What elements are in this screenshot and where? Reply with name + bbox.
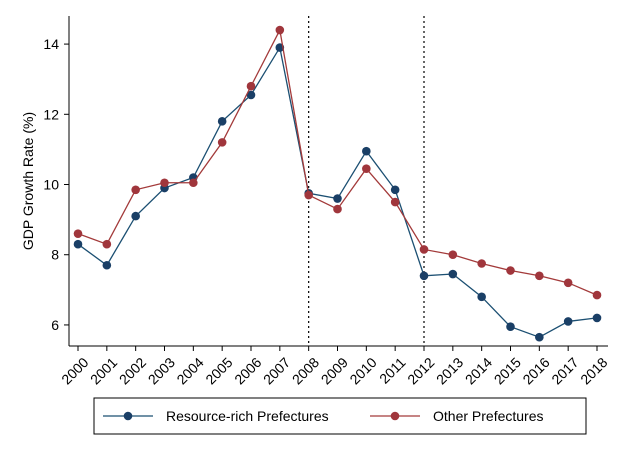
x-tick-label: 2007 bbox=[260, 354, 293, 387]
data-point bbox=[73, 239, 83, 249]
x-tick-label: 2000 bbox=[58, 354, 91, 387]
y-axis-label: GDP Growth Rate (%) bbox=[20, 112, 36, 250]
data-point bbox=[304, 190, 313, 200]
data-point bbox=[448, 250, 458, 260]
series-2 bbox=[73, 25, 602, 300]
x-tick-label: 2013 bbox=[433, 354, 466, 387]
x-tick-label: 2001 bbox=[87, 354, 120, 387]
reference-lines bbox=[308, 16, 425, 346]
data-point bbox=[506, 322, 515, 331]
data-point bbox=[131, 185, 140, 195]
data-point bbox=[592, 313, 602, 323]
y-tick-label: 6 bbox=[51, 317, 59, 333]
data-point bbox=[333, 204, 342, 214]
data-point bbox=[535, 271, 544, 281]
data-point bbox=[246, 90, 256, 100]
x-tick-label: 2016 bbox=[519, 354, 552, 387]
data-point bbox=[477, 259, 486, 268]
data-point bbox=[160, 178, 169, 188]
data-point bbox=[102, 260, 112, 270]
series-1 bbox=[73, 43, 602, 342]
data-point bbox=[563, 317, 573, 326]
x-tick-label: 2005 bbox=[202, 354, 235, 387]
data-point bbox=[390, 197, 400, 207]
data-point bbox=[189, 178, 198, 188]
data-point bbox=[419, 245, 429, 254]
x-tick-label: 2015 bbox=[491, 354, 524, 387]
y-tick-label: 14 bbox=[43, 36, 59, 52]
legend-entry-2: Other Prefectures bbox=[370, 408, 544, 424]
data-point bbox=[592, 290, 602, 300]
x-tick-label: 2006 bbox=[231, 354, 264, 387]
data-point bbox=[333, 194, 342, 203]
legend-entry-1: Resource-rich Prefectures bbox=[103, 408, 329, 424]
series-group bbox=[73, 25, 602, 342]
data-point bbox=[217, 138, 227, 147]
legend: Resource-rich Prefectures Other Prefectur… bbox=[93, 397, 587, 435]
data-point bbox=[390, 185, 400, 195]
data-point bbox=[563, 278, 573, 288]
data-point bbox=[362, 164, 371, 174]
data-point bbox=[131, 211, 140, 221]
x-tick-label: 2017 bbox=[548, 354, 581, 387]
x-tick-label: 2014 bbox=[462, 354, 495, 387]
data-point bbox=[73, 229, 83, 238]
y-tick-label: 10 bbox=[43, 177, 59, 193]
x-tick-label: 2008 bbox=[289, 354, 322, 387]
x-tick-label: 2011 bbox=[376, 354, 409, 387]
legend-label: Other Prefectures bbox=[433, 408, 544, 424]
x-tick-label: 2002 bbox=[116, 354, 149, 387]
x-tick-label: 2018 bbox=[577, 354, 610, 387]
y-tick-label: 12 bbox=[43, 106, 59, 122]
legend-swatch-marker bbox=[390, 411, 400, 421]
series-line bbox=[77, 45, 598, 338]
series-line bbox=[77, 28, 598, 296]
data-point bbox=[102, 239, 112, 249]
data-point bbox=[477, 292, 486, 302]
x-tick-label: 2010 bbox=[346, 354, 379, 387]
legend-swatch-marker bbox=[123, 411, 133, 421]
data-point bbox=[362, 146, 371, 156]
data-point bbox=[506, 266, 515, 275]
x-tick-label: 2003 bbox=[145, 354, 178, 387]
data-point bbox=[217, 117, 227, 126]
x-tick-label: 2009 bbox=[318, 354, 351, 387]
data-point bbox=[535, 332, 544, 342]
legend-box bbox=[93, 397, 587, 435]
legend-label: Resource-rich Prefectures bbox=[166, 408, 329, 424]
data-point bbox=[275, 25, 285, 35]
data-point bbox=[419, 271, 429, 281]
data-point bbox=[448, 269, 458, 279]
data-point bbox=[246, 81, 256, 91]
y-tick-label: 8 bbox=[51, 247, 59, 263]
x-tick-label: 2012 bbox=[404, 354, 437, 387]
x-tick-label: 2004 bbox=[173, 354, 206, 387]
